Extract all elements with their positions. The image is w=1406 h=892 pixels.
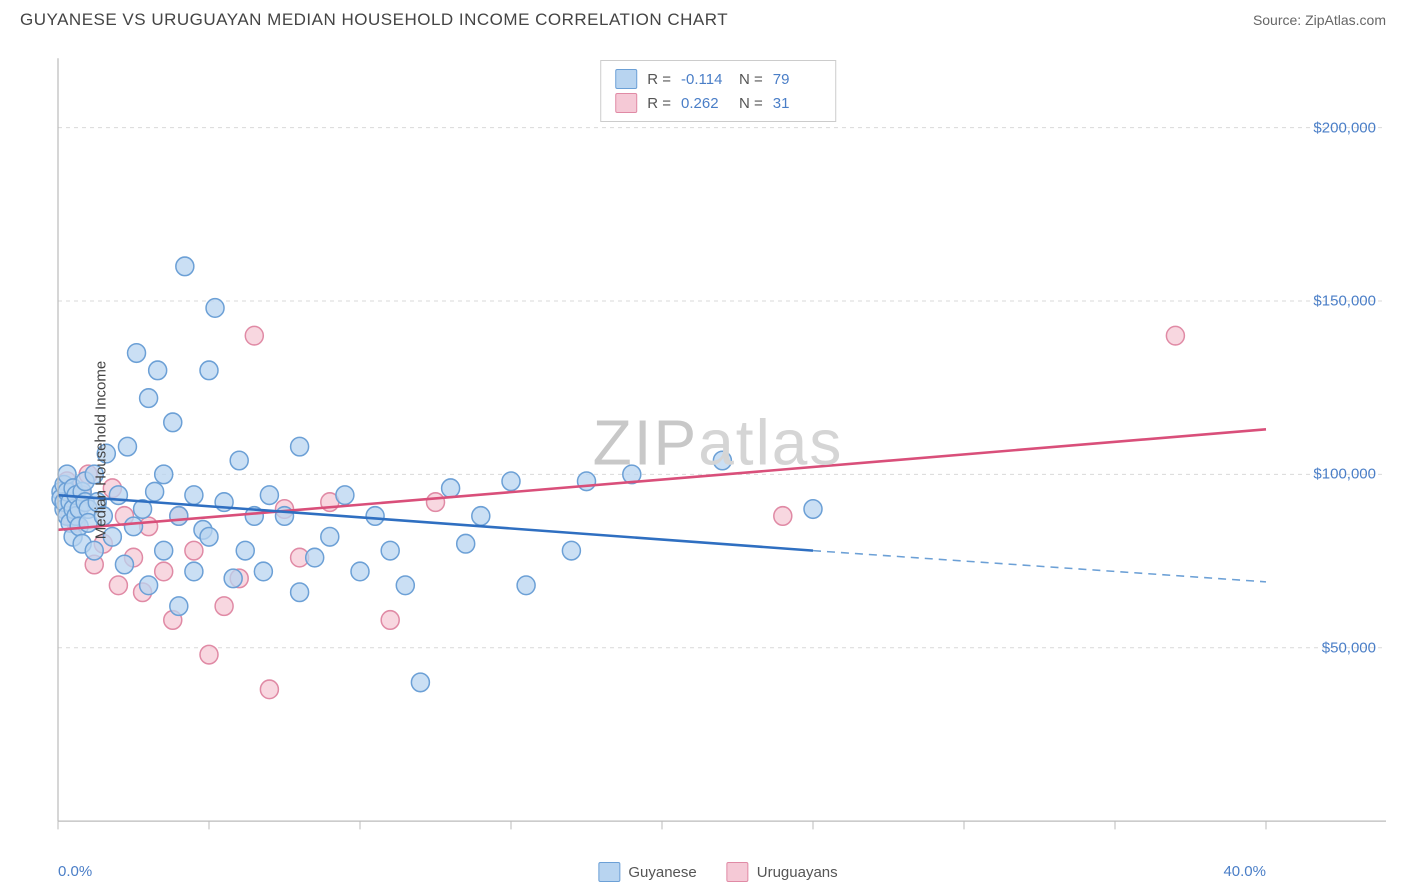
stats-row-guyanese: R = -0.114 N = 79 xyxy=(615,67,821,91)
stats-legend-box: R = -0.114 N = 79 R = 0.262 N = 31 xyxy=(600,60,836,122)
y-tick-label: $100,000 xyxy=(1313,466,1376,483)
y-tick-label: $50,000 xyxy=(1322,639,1376,656)
legend-item-uruguayans: Uruguayans xyxy=(727,862,838,882)
y-axis-label: Median Household Income xyxy=(93,361,110,539)
r-label: R = xyxy=(647,71,671,88)
legend-label-uruguayans: Uruguayans xyxy=(757,864,838,881)
x-tick-label: 0.0% xyxy=(58,863,92,880)
n-label: N = xyxy=(739,71,763,88)
legend-label-guyanese: Guyanese xyxy=(628,864,696,881)
scatter-plot xyxy=(50,48,1386,852)
x-tick-label: 40.0% xyxy=(1223,863,1266,880)
n-value-uruguayans: 31 xyxy=(773,95,821,112)
r-value-uruguayans: 0.262 xyxy=(681,95,729,112)
source-attribution: Source: ZipAtlas.com xyxy=(1253,12,1386,28)
legend-swatch-guyanese xyxy=(598,862,620,882)
legend-item-guyanese: Guyanese xyxy=(598,862,696,882)
r-label: R = xyxy=(647,95,671,112)
y-tick-label: $200,000 xyxy=(1313,119,1376,136)
legend-swatch-uruguayans xyxy=(727,862,749,882)
swatch-uruguayans xyxy=(615,93,637,113)
header: GUYANESE VS URUGUAYAN MEDIAN HOUSEHOLD I… xyxy=(0,0,1406,38)
n-label: N = xyxy=(739,95,763,112)
chart-title: GUYANESE VS URUGUAYAN MEDIAN HOUSEHOLD I… xyxy=(20,10,728,30)
swatch-guyanese xyxy=(615,69,637,89)
chart-container: Median Household Income ZIPatlas R = -0.… xyxy=(50,48,1386,852)
y-tick-label: $150,000 xyxy=(1313,293,1376,310)
r-value-guyanese: -0.114 xyxy=(681,71,729,88)
stats-row-uruguayans: R = 0.262 N = 31 xyxy=(615,91,821,115)
bottom-legend: Guyanese Uruguayans xyxy=(598,862,837,882)
n-value-guyanese: 79 xyxy=(773,71,821,88)
